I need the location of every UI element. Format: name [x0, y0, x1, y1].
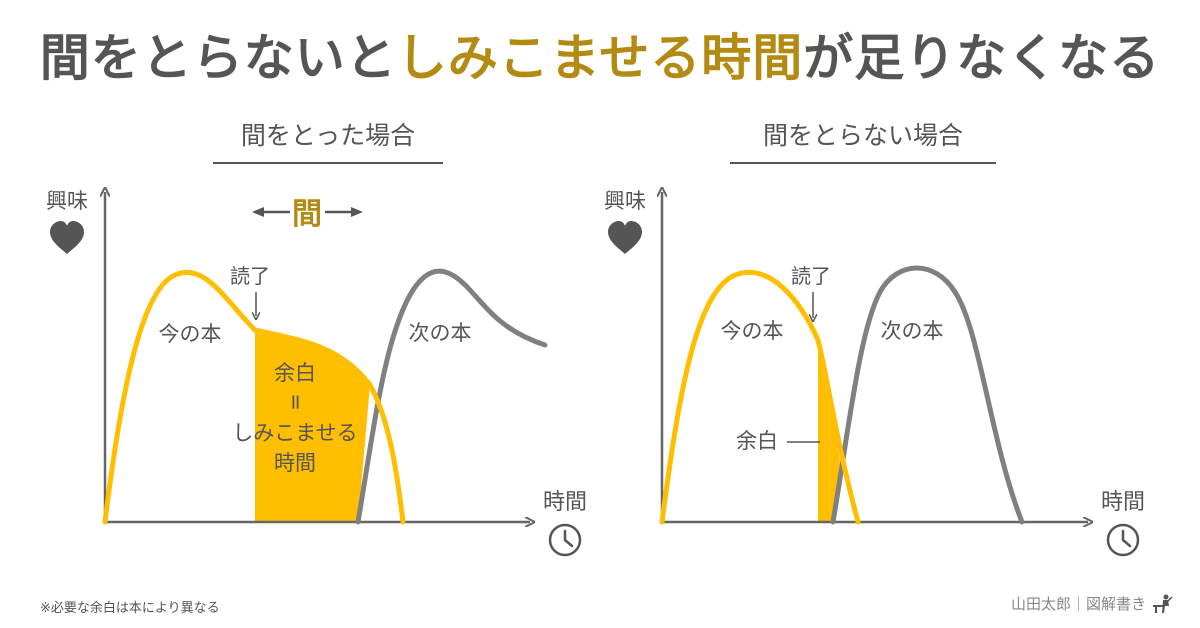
right-finished-label: 読了: [791, 264, 831, 288]
left-margin-label-1: 余白: [274, 361, 316, 385]
right-y-axis-label: 興味: [604, 189, 646, 213]
right-margin-label: 余白: [736, 429, 778, 453]
left-panel-heading: 間をとった場合: [213, 116, 443, 164]
left-margin-label-3: しみこませる: [232, 421, 357, 445]
left-x-axis-label: 時間: [543, 490, 587, 515]
right-next-book-label: 次の本: [881, 319, 944, 343]
right-panel: 読了 今の本 次の本 余白 興味 時間: [604, 189, 1145, 557]
title-part1: 間をとらないと: [39, 29, 397, 87]
heart-icon: [608, 221, 642, 254]
left-margin-label-2: =: [284, 393, 308, 411]
right-x-axis-label: 時間: [1101, 490, 1145, 515]
left-gap-label: 間: [292, 197, 322, 232]
left-panel: 間 読了 今の本 次の本 余白 = しみこませる 時間 興味 時間: [46, 189, 587, 557]
left-current-book-label: 今の本: [159, 322, 222, 346]
left-next-book-label: 次の本: [409, 321, 472, 345]
credit-text: 山田太郎｜図解書き: [1010, 595, 1146, 613]
left-margin-area: [255, 330, 370, 522]
footnote: ※必要な余白は本により異なる: [40, 601, 220, 616]
right-margin-area: [818, 340, 840, 522]
left-margin-label-4: 時間: [274, 451, 316, 475]
right-current-book-label: 今の本: [721, 319, 784, 343]
right-current-book-curve: [659, 270, 861, 525]
left-current-book-curve: [102, 270, 406, 525]
clock-icon: [548, 523, 582, 557]
credit: 山田太郎｜図解書き: [1011, 593, 1174, 614]
left-y-axis-label: 興味: [46, 189, 88, 213]
right-panel-heading: 間をとらない場合: [730, 116, 996, 164]
writer-icon: [1153, 594, 1173, 613]
clock-icon: [1106, 523, 1140, 557]
left-next-book-curve: [355, 268, 548, 525]
right-next-book-curve: [830, 265, 1025, 525]
page-title: 間をとらないとしみこませる時間が足りなくなる: [0, 18, 1200, 90]
heart-icon: [50, 221, 84, 254]
title-highlight: しみこませる時間: [396, 29, 804, 87]
title-part3: が足りなくなる: [803, 29, 1161, 87]
left-finished-label: 読了: [230, 264, 270, 288]
